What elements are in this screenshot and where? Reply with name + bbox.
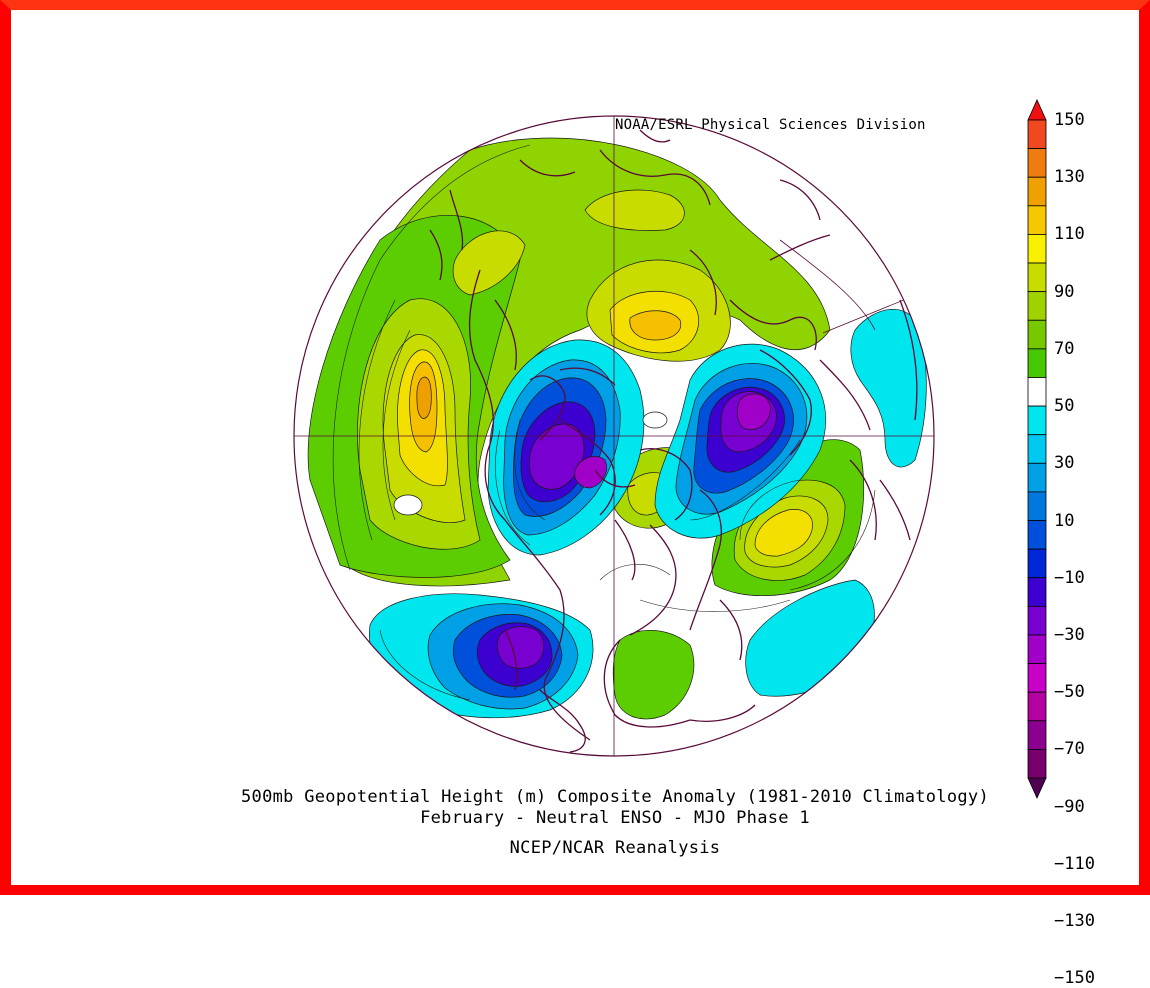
colorbar-arrow-bottom <box>1027 777 1047 799</box>
colorbar-swatch <box>1027 405 1047 436</box>
colorbar-label: 130 <box>1054 167 1085 188</box>
colorbar-swatch <box>1027 319 1047 350</box>
colorbar-label: 10 <box>1054 510 1075 531</box>
colorbar-swatch <box>1027 548 1047 579</box>
colorbar-swatch <box>1027 605 1047 636</box>
colorbar-swatch <box>1027 205 1047 235</box>
colorbar-label: −70 <box>1054 739 1085 760</box>
colorbar-swatch <box>1027 720 1047 750</box>
colorbar-swatch <box>1027 377 1047 407</box>
coastlines <box>429 129 918 753</box>
credit-text: NOAA/ESRL Physical Sciences Division <box>615 117 926 133</box>
positive-anomaly-fields <box>307 137 865 720</box>
map-canvas <box>293 99 1047 799</box>
red-frame <box>0 0 1150 895</box>
colorbar-arrow-top <box>1027 99 1047 121</box>
colorbar-label: −150 <box>1054 968 1095 988</box>
colorbar-swatch <box>1027 462 1047 493</box>
colorbar-label: −110 <box>1054 853 1095 874</box>
globe-outline <box>293 115 935 757</box>
colorbar-swatch <box>1027 348 1047 378</box>
negative-anomaly-fields <box>369 309 927 719</box>
colorbar-swatch <box>1027 691 1047 722</box>
colorbar-swatch <box>1027 291 1047 321</box>
colorbar-label: −50 <box>1054 682 1085 703</box>
colorbar-label: 70 <box>1054 338 1075 359</box>
caption-subtitle: February - Neutral ENSO - MJO Phase 1 <box>420 808 810 828</box>
colorbar-swatch <box>1027 262 1047 293</box>
colorbar-label: 150 <box>1054 110 1085 130</box>
colorbar <box>1027 99 1047 799</box>
colorbar-swatch <box>1027 491 1047 521</box>
colorbar-swatch <box>1027 234 1047 264</box>
colorbar-label: 50 <box>1054 396 1075 417</box>
colorbar-label: −30 <box>1054 624 1085 645</box>
colorbar-swatch <box>1027 577 1047 607</box>
colorbar-label: −90 <box>1054 796 1085 817</box>
contour-lines <box>332 144 876 701</box>
colorbar-swatch <box>1027 748 1047 779</box>
colorbar-swatch <box>1027 119 1047 150</box>
colorbar-label: 30 <box>1054 453 1075 474</box>
colorbar-label: 90 <box>1054 281 1075 302</box>
colorbar-swatch <box>1027 176 1047 207</box>
caption-source: NCEP/NCAR Reanalysis <box>509 838 721 858</box>
colorbar-swatch <box>1027 434 1047 464</box>
colorbar-label: −10 <box>1054 567 1085 588</box>
colorbar-swatch <box>1027 520 1047 550</box>
colorbar-swatch <box>1027 663 1047 693</box>
caption-title: 500mb Geopotential Height (m) Composite … <box>241 787 989 807</box>
polar-map <box>294 116 934 756</box>
colorbar-swatch <box>1027 148 1047 178</box>
colorbar-label: −130 <box>1054 911 1095 932</box>
colorbar-label: 110 <box>1054 224 1085 245</box>
colorbar-swatch <box>1027 634 1047 664</box>
